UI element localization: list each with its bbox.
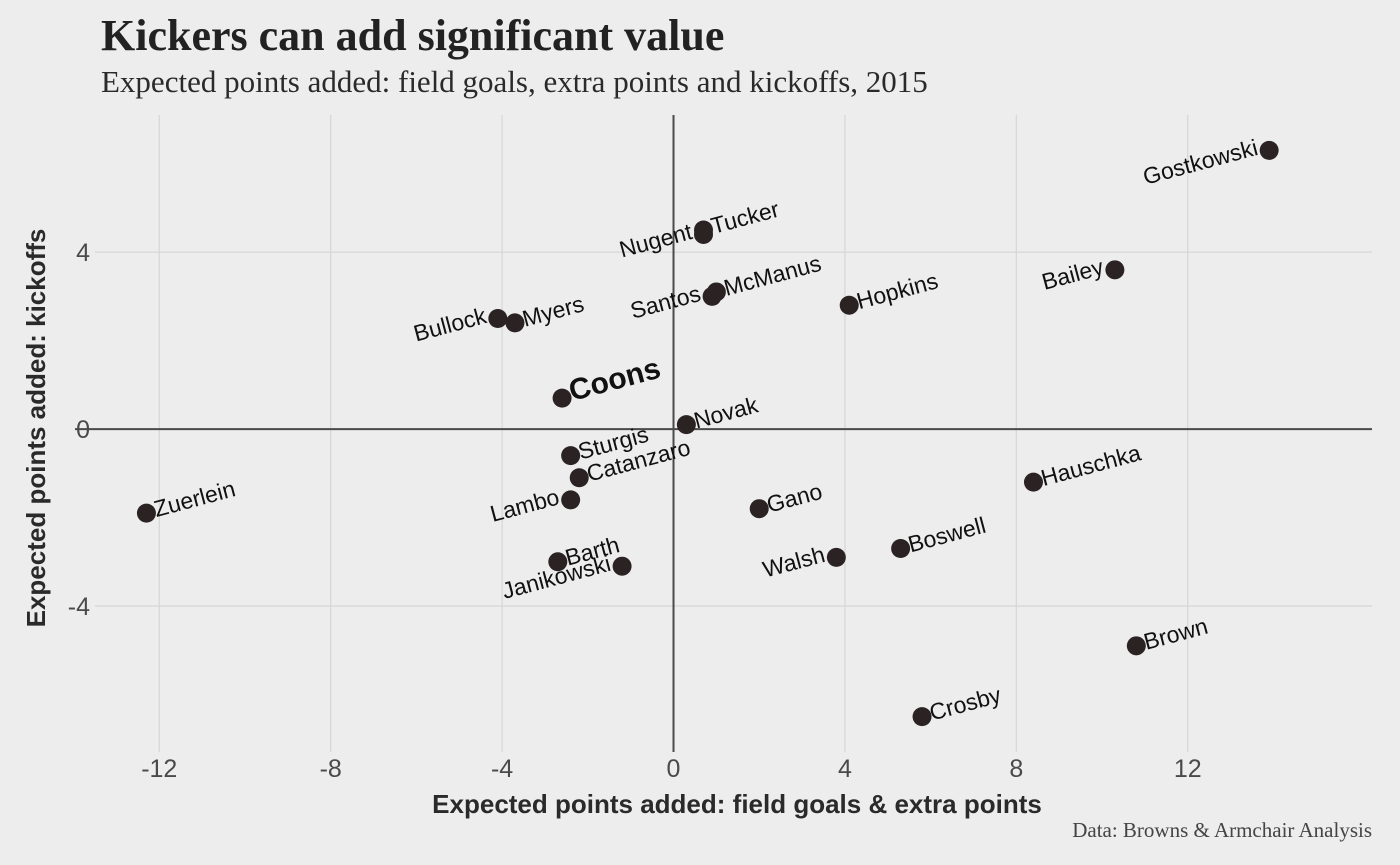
point-label-bullock: Bullock bbox=[411, 302, 490, 346]
chart-title: Kickers can add significant value bbox=[101, 11, 725, 60]
x-tick-label: -8 bbox=[320, 755, 342, 783]
point-label-mcmanus: McManus bbox=[721, 250, 824, 301]
data-point-crosby bbox=[912, 707, 932, 727]
x-tick-label: -4 bbox=[491, 755, 513, 783]
tick-labels: -12 -8 -4 0 4 8 12 -4 0 4 bbox=[68, 239, 1202, 783]
data-point-barth bbox=[548, 552, 568, 572]
y-tick-label: -4 bbox=[68, 593, 90, 621]
zero-lines bbox=[75, 115, 1372, 752]
point-label-hopkins: Hopkins bbox=[854, 267, 941, 314]
point-label-crosby: Crosby bbox=[927, 681, 1005, 725]
x-tick-label: 0 bbox=[667, 755, 681, 783]
point-label-myers: Myers bbox=[520, 290, 587, 331]
data-point-catanzaro bbox=[569, 468, 589, 488]
data-point-boswell bbox=[891, 539, 911, 559]
point-label-walsh: Walsh bbox=[760, 541, 828, 582]
y-tick-label: 4 bbox=[76, 239, 90, 267]
data-point-santos bbox=[702, 286, 722, 306]
x-tick-label: 12 bbox=[1174, 755, 1202, 783]
data-point-zuerlein bbox=[136, 503, 156, 523]
point-label-zuerlein: Zuerlein bbox=[151, 475, 238, 522]
gridlines bbox=[95, 115, 1372, 752]
point-label-brown: Brown bbox=[1141, 613, 1211, 655]
data-point-coons bbox=[552, 388, 572, 408]
data-point-gostkowski bbox=[1259, 140, 1279, 160]
data-point-gano bbox=[749, 499, 769, 519]
x-tick-label: -12 bbox=[141, 755, 177, 783]
chart-subtitle: Expected points added: field goals, extr… bbox=[101, 64, 928, 99]
data-point-novak bbox=[676, 415, 696, 435]
point-label-gano: Gano bbox=[764, 478, 825, 518]
point-label-santos: Santos bbox=[627, 280, 703, 324]
data-point-bullock bbox=[488, 308, 508, 328]
y-axis-title: Expected points added: kickoffs bbox=[21, 229, 51, 628]
data-point-nugent bbox=[694, 224, 714, 244]
data-points bbox=[136, 140, 1279, 727]
point-label-lambo: Lambo bbox=[487, 484, 562, 527]
data-point-myers bbox=[505, 313, 525, 333]
y-tick-label: 0 bbox=[76, 416, 90, 444]
point-label-novak: Novak bbox=[691, 391, 761, 433]
point-label-nugent: Nugent bbox=[616, 218, 695, 262]
data-point-janikowski bbox=[612, 556, 632, 576]
point-label-boswell: Boswell bbox=[905, 512, 988, 558]
data-point-brown bbox=[1126, 636, 1146, 656]
data-point-hopkins bbox=[839, 295, 859, 315]
point-label-bailey: Bailey bbox=[1039, 253, 1107, 294]
data-point-lambo bbox=[561, 490, 581, 510]
x-tick-label: 8 bbox=[1009, 755, 1023, 783]
x-axis-title: Expected points added: field goals & ext… bbox=[432, 789, 1042, 819]
data-point-sturgis bbox=[561, 446, 581, 466]
data-point-bailey bbox=[1105, 260, 1125, 280]
point-label-gostkowski: Gostkowski bbox=[1140, 134, 1260, 190]
data-source-caption: Data: Browns & Armchair Analysis bbox=[1072, 818, 1372, 842]
point-label-tucker: Tucker bbox=[708, 196, 782, 239]
point-label-hauschka: Hauschka bbox=[1038, 439, 1144, 491]
point-label-coons: Coons bbox=[565, 352, 664, 408]
x-tick-label: 4 bbox=[838, 755, 852, 783]
data-point-walsh bbox=[826, 547, 846, 567]
data-point-hauschka bbox=[1023, 472, 1043, 492]
